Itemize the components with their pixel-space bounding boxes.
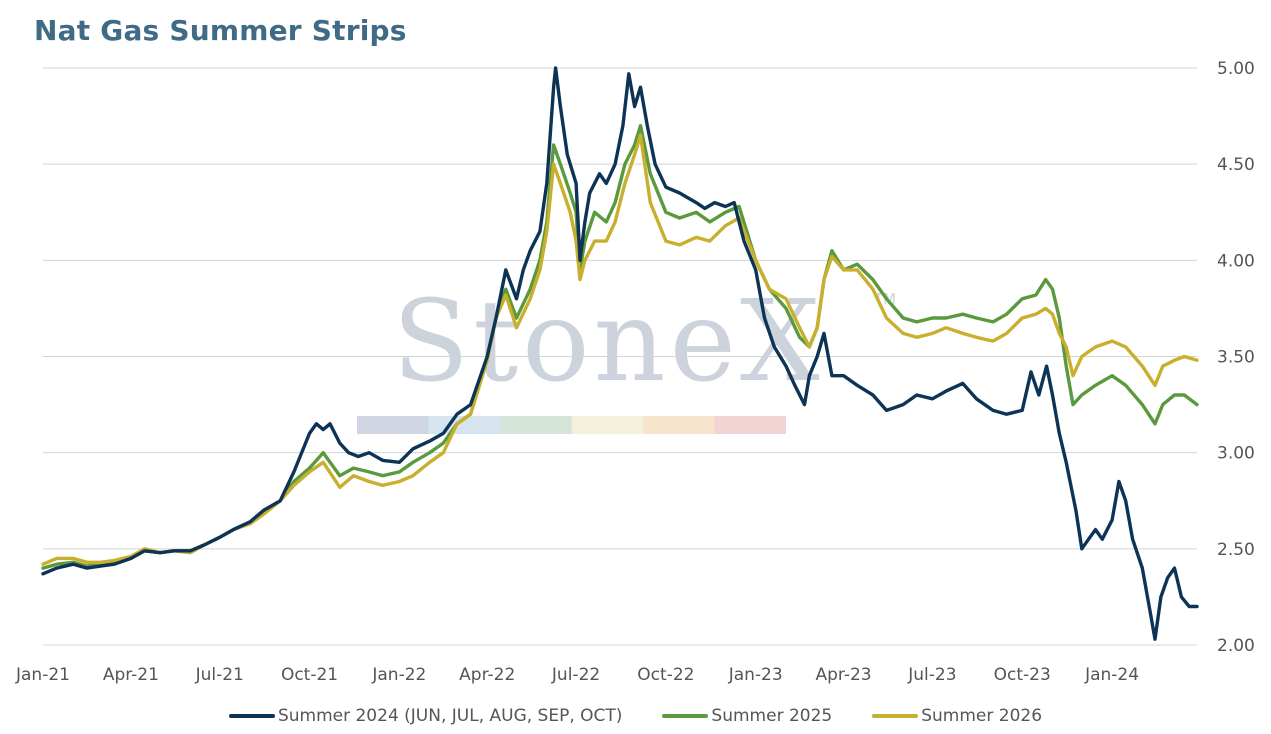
x-axis-ticks: Jan-21 Apr-21 Jul-21 Oct-21 Jan-22 Apr-22 Jul-…	[15, 665, 1139, 685]
x-tick-label: Oct-23	[994, 665, 1051, 685]
legend: Summer 2024 (JUN, JUL, AUG, SEP, OCT) Sum…	[0, 703, 1271, 729]
legend-swatch	[662, 714, 709, 718]
series-line-0	[41, 66, 1199, 641]
x-tick-label: Jan-24	[1084, 665, 1139, 685]
y-tick-label: 4.50	[1217, 155, 1255, 175]
x-tick-label: Jul-23	[907, 665, 956, 685]
grid-layer	[43, 67, 1197, 646]
x-tick-label: Oct-22	[637, 665, 694, 685]
watermark-logo-text: StoneX	[392, 277, 823, 407]
legend-swatch	[872, 714, 919, 718]
legend-label: Summer 2024 (JUN, JUL, AUG, SEP, OCT)	[277, 706, 623, 726]
y-tick-label: 3.50	[1217, 348, 1255, 368]
legend-swatch	[228, 714, 275, 718]
watermark-color-stripes	[357, 416, 786, 434]
y-tick-label: 5.00	[1217, 59, 1255, 79]
x-tick-label: Apr-22	[459, 665, 515, 685]
legend-label: Summer 2026	[921, 706, 1043, 726]
legend-entry-0: Summer 2024 (JUN, JUL, AUG, SEP, OCT)	[228, 703, 623, 729]
legend-label: Summer 2025	[711, 706, 833, 726]
x-tick-label: Jul-22	[551, 665, 600, 685]
series-line-2	[41, 133, 1199, 566]
x-tick-label: Apr-23	[816, 665, 872, 685]
watermark-stripe	[571, 416, 643, 434]
series-layer	[41, 66, 1199, 641]
x-tick-label: Apr-21	[103, 665, 159, 685]
x-tick-label: Jul-21	[195, 665, 244, 685]
watermark-stripe	[643, 416, 715, 434]
x-tick-label: Oct-21	[281, 665, 338, 685]
x-tick-label: Jan-23	[728, 665, 783, 685]
y-axis-ticks: 2.00 2.50 3.00 3.50 4.00 4.50 5.00	[1217, 59, 1255, 656]
y-tick-label: 3.00	[1217, 444, 1255, 464]
legend-entry-2: Summer 2026	[872, 703, 1042, 729]
x-tick-label: Jan-22	[371, 665, 426, 685]
chart-title: Nat Gas Summer Strips	[34, 14, 407, 47]
legend-entry-1: Summer 2025	[662, 703, 832, 729]
watermark: StoneX TM	[357, 277, 896, 434]
x-tick-label: Jan-21	[15, 665, 70, 685]
watermark-stripe	[714, 416, 786, 434]
y-tick-label: 4.00	[1217, 251, 1255, 271]
watermark-stripe	[357, 416, 429, 434]
watermark-stripe	[500, 416, 572, 434]
y-tick-label: 2.00	[1217, 636, 1255, 656]
y-tick-label: 2.50	[1217, 540, 1255, 560]
